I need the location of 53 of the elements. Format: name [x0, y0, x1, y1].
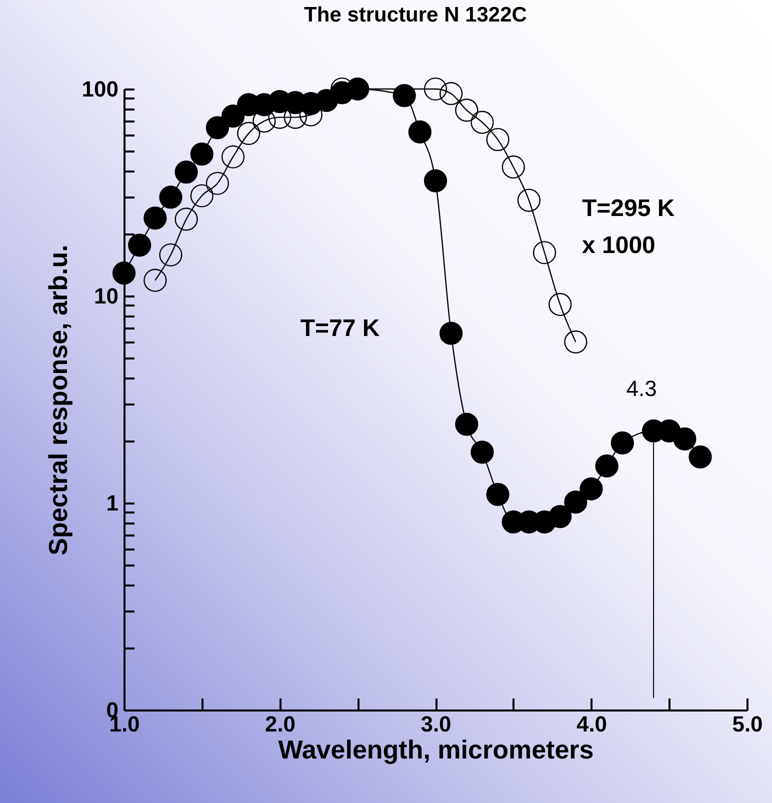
point — [595, 454, 618, 478]
annotation: 4.3 — [626, 376, 657, 401]
y-tick-label: 10 — [94, 284, 118, 308]
point — [580, 477, 603, 500]
x-tick-label: 3.0 — [420, 712, 452, 736]
point — [159, 186, 182, 209]
point — [424, 169, 448, 192]
x-tick-label: 5.0 — [732, 712, 763, 736]
point — [548, 505, 572, 528]
series-label: T=295 K x 1000 — [582, 195, 676, 259]
point — [206, 116, 230, 140]
chart-title: The structure N 1322C — [304, 4, 527, 27]
y-tick-label: 100 — [82, 76, 118, 102]
point — [564, 490, 588, 514]
point — [502, 155, 525, 179]
text: T=77 K — [300, 315, 380, 342]
point — [174, 208, 198, 231]
point — [346, 77, 370, 101]
point — [610, 431, 634, 454]
point — [190, 184, 214, 208]
point — [440, 322, 463, 345]
point — [144, 268, 167, 292]
point — [470, 440, 494, 464]
point — [221, 104, 245, 128]
x-tick-label: 2.0 — [264, 712, 296, 736]
point — [237, 122, 260, 145]
point — [221, 145, 245, 168]
x-axis-title: Wavelength, micrometers — [278, 734, 594, 764]
point — [144, 206, 167, 230]
point — [128, 234, 152, 257]
y-axis-title: Spectral response, arb.u. — [42, 244, 73, 556]
point — [392, 84, 416, 108]
point — [673, 427, 696, 450]
point — [455, 98, 478, 122]
x-tick-label: 4.0 — [576, 712, 608, 736]
point — [408, 120, 432, 144]
point — [440, 82, 463, 106]
point — [688, 445, 712, 468]
y-tick-label: 1 — [106, 490, 118, 516]
point — [486, 482, 510, 506]
point — [455, 412, 478, 436]
point — [470, 110, 494, 134]
point — [424, 77, 448, 101]
point — [532, 241, 556, 264]
point — [159, 243, 182, 266]
point — [517, 188, 541, 212]
point — [206, 172, 230, 195]
point — [190, 142, 214, 166]
point — [564, 330, 588, 354]
point — [548, 292, 572, 316]
point — [486, 128, 510, 152]
point — [174, 160, 198, 184]
point — [112, 262, 136, 285]
